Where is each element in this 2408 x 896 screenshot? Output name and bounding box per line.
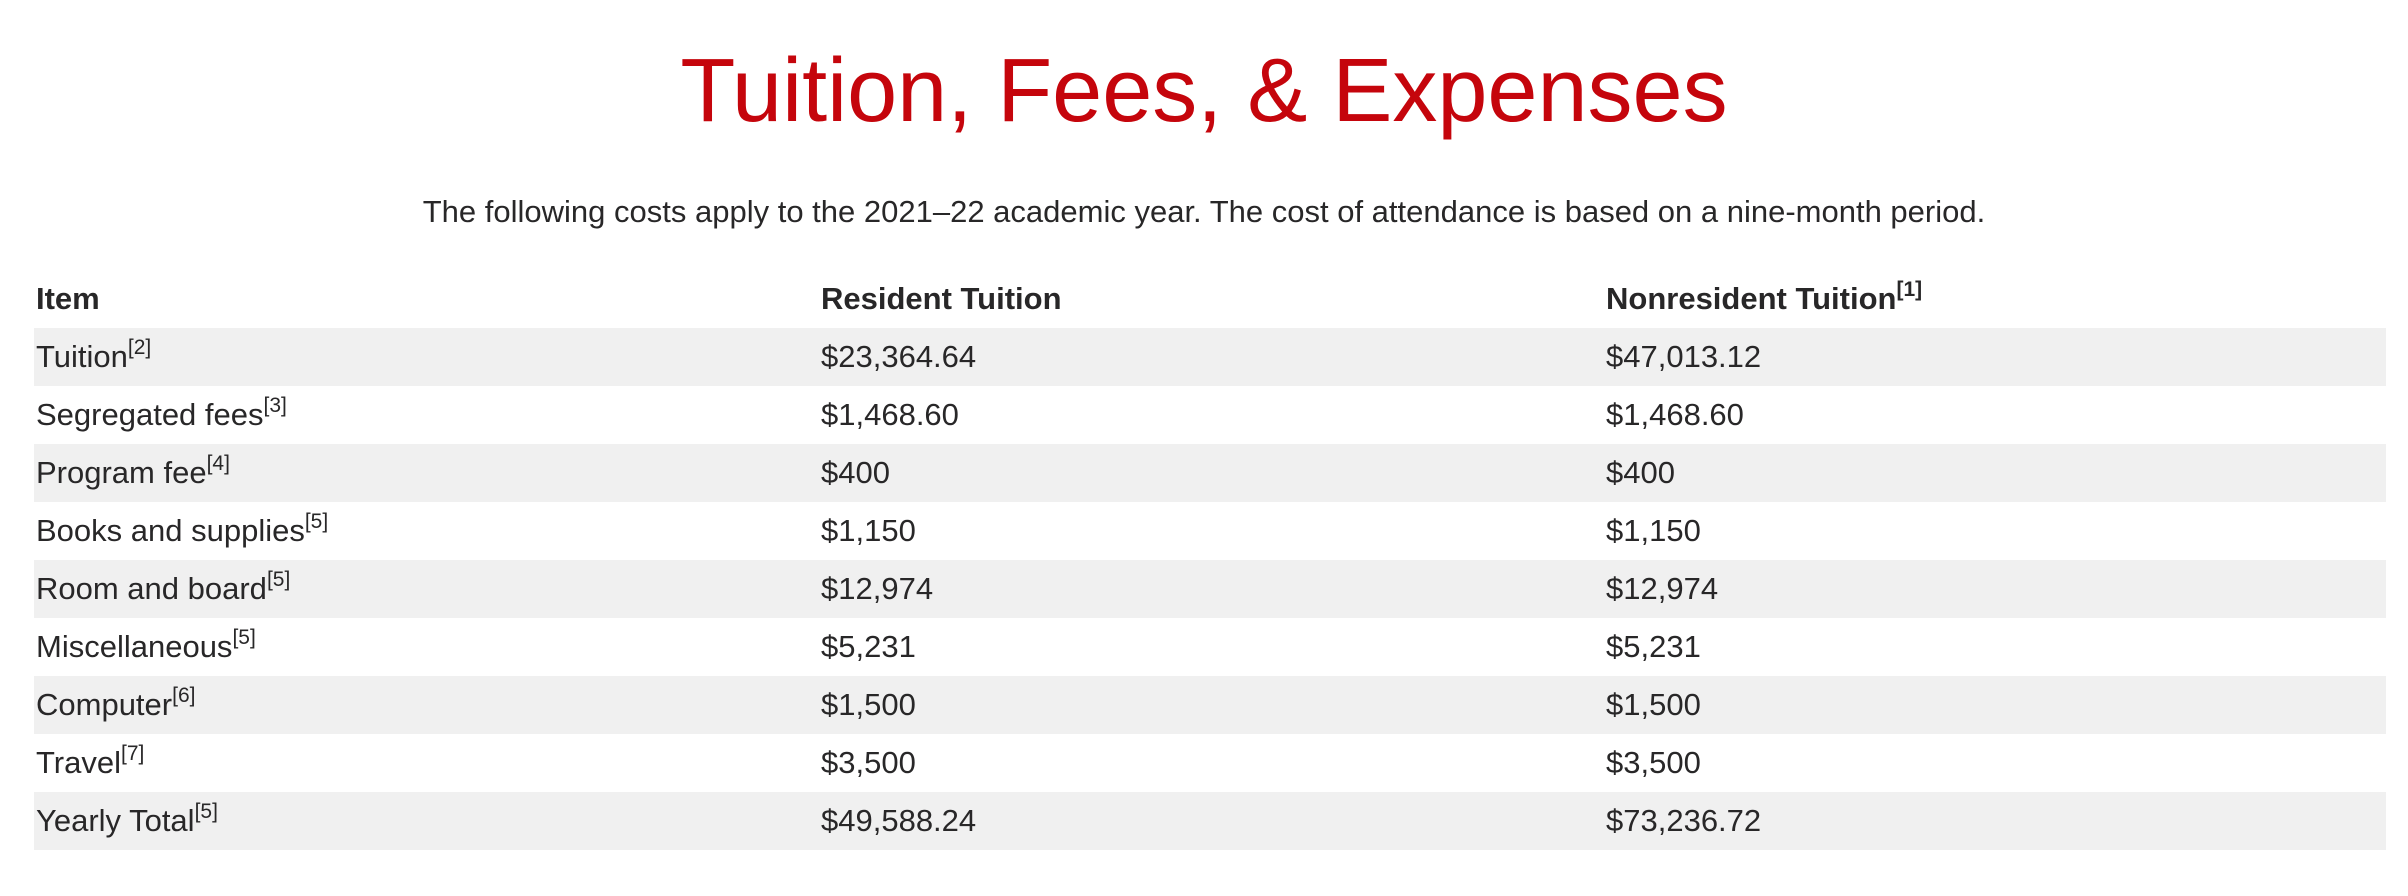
cell-nonresident-tuition: $400	[1606, 455, 1675, 490]
cell-item: Computer[6]	[34, 676, 819, 734]
footnote-link[interactable]: [4]	[206, 451, 230, 475]
cell-resident-tuition: $49,588.24	[821, 803, 977, 838]
item-label: Room and board	[36, 571, 267, 606]
item-label: Miscellaneous	[36, 629, 233, 664]
cell-item: Yearly Total[5]	[34, 792, 819, 850]
cell-resident-tuition: $5,231	[821, 629, 916, 664]
cell-nonresident-tuition: $73,236.72	[1606, 803, 1762, 838]
footnote-link[interactable]: [6]	[172, 683, 196, 707]
header-nonresident-tuition: Nonresident Tuition[1]	[1604, 270, 2386, 328]
table-row: Books and supplies[5] $1,150 $1,150	[34, 502, 2386, 560]
item-label: Computer	[36, 687, 173, 722]
cell-resident-tuition: $1,500	[821, 687, 916, 722]
table-row: Miscellaneous[5] $5,231 $5,231	[34, 618, 2386, 676]
cell-item: Tuition[2]	[34, 328, 819, 386]
item-label: Books and supplies	[36, 513, 305, 548]
cell-nonresident-tuition: $47,013.12	[1606, 339, 1762, 374]
header-item-label: Item	[36, 281, 100, 316]
header-nonresident-label: Nonresident Tuition	[1606, 281, 1897, 316]
intro-text: The following costs apply to the 2021–22…	[422, 194, 1986, 229]
costs-table: Item Resident Tuition Nonresident Tuitio…	[34, 270, 2386, 850]
cell-nonresident-tuition: $12,974	[1606, 571, 1719, 606]
table-row: Computer[6] $1,500 $1,500	[34, 676, 2386, 734]
table-row: Yearly Total[5] $49,588.24 $73,236.72	[34, 792, 2386, 850]
cell-resident-tuition: $12,974	[821, 571, 934, 606]
cell-item: Miscellaneous[5]	[34, 618, 819, 676]
cell-resident-tuition: $1,150	[821, 513, 916, 548]
table-header-row: Item Resident Tuition Nonresident Tuitio…	[34, 270, 2386, 328]
table-row: Tuition[2] $23,364.64 $47,013.12	[34, 328, 2386, 386]
cell-item: Program fee[4]	[34, 444, 819, 502]
footnote-link[interactable]: [3]	[263, 393, 287, 417]
footnote-link[interactable]: [5]	[304, 509, 329, 533]
table-row: Room and board[5] $12,974 $12,974	[34, 560, 2386, 618]
table-row: Travel[7] $3,500 $3,500	[34, 734, 2386, 792]
cell-item: Segregated fees[3]	[34, 386, 819, 444]
cell-item: Books and supplies[5]	[34, 502, 819, 560]
footnote-link[interactable]: [5]	[232, 625, 256, 649]
table-row: Segregated fees[3] $1,468.60 $1,468.60	[34, 386, 2386, 444]
page-title: Tuition, Fees, & Expenses	[680, 41, 1728, 141]
header-resident-tuition: Resident Tuition	[819, 270, 1604, 328]
cell-resident-tuition: $23,364.64	[821, 339, 977, 374]
header-item: Item	[34, 270, 819, 328]
item-label: Tuition	[36, 339, 128, 374]
cell-resident-tuition: $3,500	[821, 745, 916, 780]
cell-nonresident-tuition: $1,150	[1606, 513, 1701, 548]
cell-resident-tuition: $400	[821, 455, 890, 490]
cell-nonresident-tuition: $3,500	[1606, 745, 1701, 780]
footnote-link[interactable]: [2]	[127, 335, 152, 359]
footnote-link[interactable]: [5]	[266, 567, 291, 591]
item-label: Yearly Total	[36, 803, 195, 838]
cell-resident-tuition: $1,468.60	[821, 397, 959, 432]
cell-item: Travel[7]	[34, 734, 819, 792]
footnote-link[interactable]: [7]	[120, 741, 145, 765]
item-label: Travel	[36, 745, 121, 780]
footnote-link[interactable]: [5]	[194, 799, 218, 823]
item-label: Segregated fees	[36, 397, 264, 432]
table-row: Program fee[4] $400 $400	[34, 444, 2386, 502]
cell-nonresident-tuition: $1,468.60	[1606, 397, 1744, 432]
cell-nonresident-tuition: $5,231	[1606, 629, 1701, 664]
header-resident-label: Resident Tuition	[821, 281, 1062, 316]
cell-item: Room and board[5]	[34, 560, 819, 618]
footnote-link[interactable]: [1]	[1896, 277, 1923, 301]
cell-nonresident-tuition: $1,500	[1606, 687, 1701, 722]
item-label: Program fee	[36, 455, 207, 490]
